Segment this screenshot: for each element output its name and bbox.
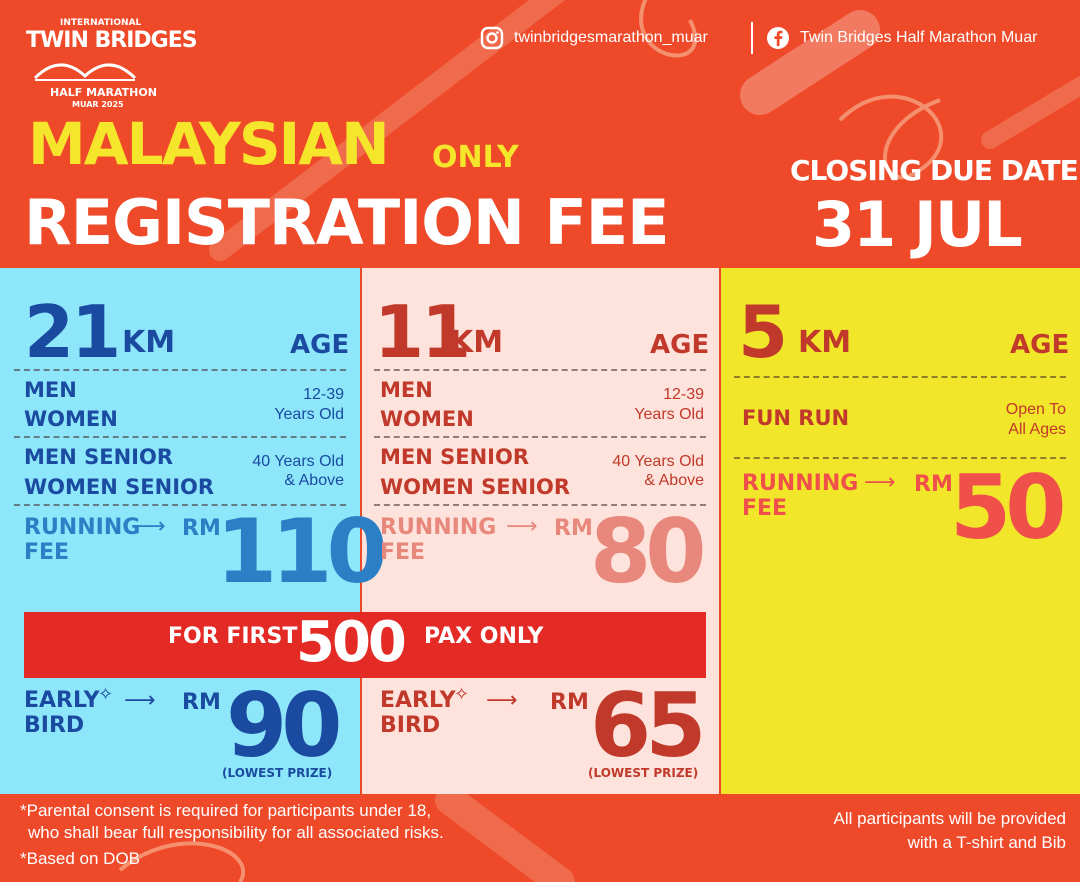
sparkle-icon: ✧ (454, 684, 470, 705)
early-label-21: EARLY (24, 688, 100, 713)
instagram-icon (480, 26, 504, 50)
facebook-page: Twin Bridges Half Marathon Muar (800, 29, 1038, 46)
age-senior-21-a: 40 Years Old (252, 453, 344, 470)
logo-international: INTERNATIONAL (60, 18, 142, 28)
lowest-note-11: (LOWEST PRIZE) (588, 766, 699, 780)
age-label-5: AGE (1010, 330, 1070, 360)
sparkle-icon: ✧ (98, 684, 114, 705)
only-heading: ONLY (432, 140, 519, 175)
running-label-21: RUNNING (24, 515, 141, 540)
age-senior-21-b: & Above (284, 472, 344, 489)
facebook-icon (767, 27, 789, 49)
age-range-11-a: 12-39 (663, 386, 704, 403)
early-price-11: 65 (590, 674, 706, 777)
divider (374, 369, 706, 371)
distance-21-unit: KM (122, 325, 176, 360)
bird-label-21: BIRD (24, 713, 85, 738)
divider (734, 457, 1066, 459)
divider (14, 369, 346, 371)
banner-left-text: FOR FIRST (168, 624, 298, 649)
age-range-21-a: 12-39 (303, 386, 344, 403)
price-11: 80 (590, 500, 706, 603)
distance-5-unit: KM (798, 325, 852, 360)
logo-half-marathon: HALF MARATHON (50, 86, 157, 99)
rm-label-5: RM (914, 472, 953, 497)
closing-label: CLOSING DUE DATE: (790, 154, 1080, 187)
category-women-senior-21: WOMEN SENIOR (24, 475, 215, 499)
logo-twin-bridges: TWIN BRIDGES (26, 28, 198, 53)
divider (374, 436, 706, 438)
footnote-tshirt-bib-2: with a T-shirt and Bib (907, 833, 1066, 852)
malaysian-heading: MALAYSIAN (28, 110, 390, 178)
closing-date: 31 JUL (812, 188, 1023, 261)
arrow-right-icon: ⟶ (864, 470, 896, 495)
instagram-link[interactable]: twinbridgesmarathon_muar (480, 26, 708, 50)
banner-right-text: PAX ONLY (424, 624, 544, 649)
age-label-11: AGE (650, 330, 710, 360)
running-label-11: RUNNING (380, 515, 497, 540)
banner-number: 500 (296, 610, 407, 675)
category-men-21: MEN (24, 378, 77, 402)
first-500-banner: FOR FIRST 500 PAX ONLY (24, 610, 706, 678)
distance-21-number: 21 (24, 290, 121, 374)
distance-11-number: 11 (374, 290, 471, 374)
age-label-21: AGE (290, 330, 350, 360)
category-fun-run: FUN RUN (742, 406, 850, 430)
event-logo: INTERNATIONAL TWIN BRIDGES HALF MARATHON… (22, 14, 198, 114)
age-range-11-b: Years Old (634, 406, 704, 423)
divider (14, 436, 346, 438)
category-women-senior-11: WOMEN SENIOR (380, 475, 571, 499)
age-senior-11-a: 40 Years Old (612, 453, 704, 470)
early-price-21: 90 (226, 674, 342, 777)
lowest-note-21: (LOWEST PRIZE) (222, 766, 333, 780)
age-open-a: Open To (1005, 401, 1066, 418)
divider (734, 376, 1066, 378)
early-rm-11: RM (550, 690, 589, 715)
category-women-21: WOMEN (24, 407, 118, 431)
age-senior-11-b: & Above (644, 472, 704, 489)
category-women-11: WOMEN (380, 407, 474, 431)
bird-label-11: BIRD (380, 713, 441, 738)
age-range-21-b: Years Old (274, 406, 344, 423)
footnote-dob: *Based on DOB (20, 849, 141, 868)
arrow-right-icon: ⟶ (486, 688, 518, 713)
fee-label-5: FEE (742, 496, 788, 521)
rm-label-11: RM (554, 516, 593, 541)
instagram-handle: twinbridgesmarathon_muar (514, 29, 708, 46)
arrow-right-icon: ⟶ (134, 514, 166, 539)
divider (14, 504, 346, 506)
facebook-link[interactable]: Twin Bridges Half Marathon Muar (766, 26, 1037, 50)
arrow-right-icon: ⟶ (124, 688, 156, 713)
fee-label-11: FEE (380, 540, 426, 565)
category-men-senior-11: MEN SENIOR (380, 445, 530, 469)
running-label-5: RUNNING (742, 471, 859, 496)
price-5: 50 (950, 456, 1066, 559)
age-open-b: All Ages (1008, 421, 1066, 438)
arrow-right-icon: ⟶ (506, 514, 538, 539)
footnote-parental-consent: *Parental consent is required for partic… (20, 801, 432, 820)
category-men-11: MEN (380, 378, 433, 402)
bridge-icon (33, 63, 137, 81)
footnote-responsibility: who shall bear full responsibility for a… (28, 823, 444, 842)
price-21: 110 (216, 500, 388, 603)
fee-label-21: FEE (24, 540, 70, 565)
category-men-senior-21: MEN SENIOR (24, 445, 174, 469)
early-label-11: EARLY (380, 688, 456, 713)
early-rm-21: RM (182, 690, 221, 715)
rm-label-21: RM (182, 516, 221, 541)
logo-muar: MUAR 2025 (72, 100, 124, 109)
panel-5km (721, 268, 1080, 794)
distance-5-number: 5 (738, 290, 788, 374)
panel-11km (362, 268, 719, 794)
panel-21km (0, 268, 360, 794)
footnote-tshirt-bib-1: All participants will be provided (833, 809, 1066, 828)
divider (374, 504, 706, 506)
registration-fee-title: REGISTRATION FEE (24, 186, 670, 259)
distance-11-unit: KM (450, 325, 504, 360)
social-divider (751, 22, 753, 54)
